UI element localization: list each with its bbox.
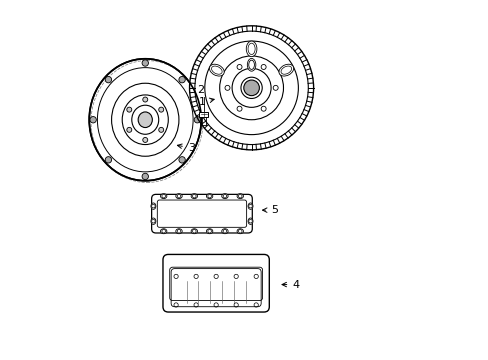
Ellipse shape	[221, 229, 228, 234]
Ellipse shape	[159, 107, 163, 112]
Ellipse shape	[151, 218, 156, 224]
Ellipse shape	[90, 117, 96, 123]
Ellipse shape	[221, 194, 228, 199]
Ellipse shape	[189, 26, 313, 150]
Ellipse shape	[247, 203, 252, 209]
Ellipse shape	[160, 194, 166, 199]
Ellipse shape	[142, 60, 148, 66]
Ellipse shape	[179, 157, 185, 163]
Ellipse shape	[176, 229, 182, 234]
Ellipse shape	[126, 107, 131, 112]
Ellipse shape	[206, 194, 212, 199]
Ellipse shape	[160, 229, 166, 234]
FancyBboxPatch shape	[151, 194, 252, 233]
Ellipse shape	[246, 41, 256, 57]
Ellipse shape	[247, 218, 252, 224]
Ellipse shape	[151, 203, 156, 209]
Ellipse shape	[176, 194, 182, 199]
Ellipse shape	[241, 77, 262, 99]
Text: 3: 3	[177, 143, 194, 153]
Ellipse shape	[105, 76, 111, 83]
Ellipse shape	[209, 64, 224, 76]
Ellipse shape	[194, 117, 200, 123]
Ellipse shape	[278, 64, 293, 76]
Ellipse shape	[159, 127, 163, 132]
Text: 4: 4	[282, 280, 299, 289]
Text: 5: 5	[262, 205, 278, 215]
Ellipse shape	[138, 112, 152, 127]
Ellipse shape	[126, 127, 131, 132]
Ellipse shape	[142, 97, 147, 102]
Text: 2: 2	[196, 85, 203, 95]
FancyBboxPatch shape	[199, 112, 207, 117]
Ellipse shape	[142, 173, 148, 180]
Ellipse shape	[244, 80, 259, 96]
Ellipse shape	[237, 229, 243, 234]
Ellipse shape	[191, 229, 197, 234]
Ellipse shape	[105, 157, 111, 163]
Ellipse shape	[142, 138, 147, 143]
Text: 1: 1	[198, 97, 214, 107]
Ellipse shape	[179, 76, 185, 83]
Ellipse shape	[206, 229, 212, 234]
Ellipse shape	[247, 58, 255, 71]
Ellipse shape	[237, 194, 243, 199]
FancyBboxPatch shape	[163, 255, 269, 312]
Ellipse shape	[191, 194, 197, 199]
Ellipse shape	[89, 59, 201, 181]
